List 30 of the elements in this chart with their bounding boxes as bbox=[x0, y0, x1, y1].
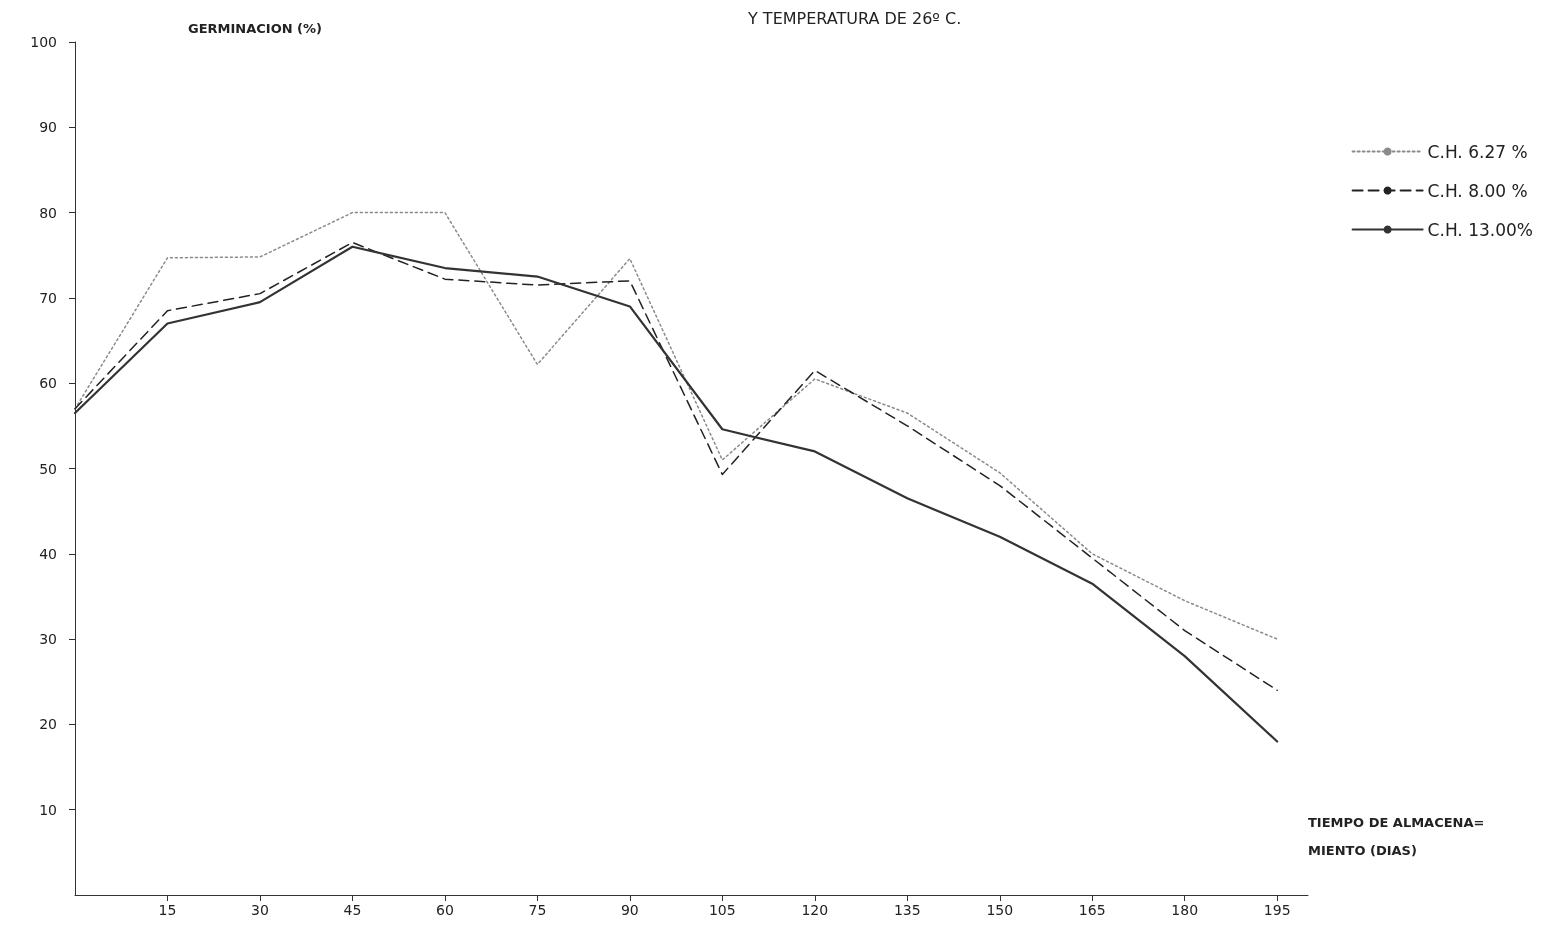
x-tick-label: 30 bbox=[251, 902, 269, 918]
legend-label: C.H. 6.27 % bbox=[1427, 141, 1528, 162]
x-tick-label: 105 bbox=[708, 902, 736, 918]
chart-title: Y TEMPERATURA DE 26º C. bbox=[747, 8, 962, 28]
y-axis-title: GERMINACION (%) bbox=[188, 21, 323, 36]
legend-label: C.H. 8.00 % bbox=[1427, 180, 1528, 201]
y-tick-label: 80 bbox=[39, 204, 57, 221]
x-tick-label: 45 bbox=[343, 902, 362, 918]
y-tick-label: 50 bbox=[39, 460, 57, 477]
x-tick-label: 135 bbox=[893, 902, 921, 918]
y-tick-label: 40 bbox=[39, 545, 57, 562]
y-tick-label: 30 bbox=[39, 631, 57, 648]
x-tick-label: 180 bbox=[1171, 902, 1199, 918]
legend-label: C.H. 13.00% bbox=[1427, 219, 1533, 240]
y-tick-label: 100 bbox=[30, 34, 57, 50]
line-series bbox=[74, 211, 1278, 640]
y-tick-label: 90 bbox=[39, 119, 57, 136]
x-tick-label: 15 bbox=[158, 902, 177, 918]
y-tick-label: 70 bbox=[39, 289, 57, 306]
x-axis-title: TIEMPO DE ALMACENA= MIENTO (DIAS) bbox=[1308, 814, 1489, 858]
x-tick-label: 165 bbox=[1078, 902, 1106, 918]
y-tick-label: 20 bbox=[39, 716, 57, 733]
x-tick-label: 120 bbox=[801, 902, 829, 918]
x-tick-label: 150 bbox=[986, 902, 1014, 918]
y-tick-label: 60 bbox=[39, 375, 57, 392]
x-tick-label: 60 bbox=[435, 902, 454, 918]
x-tick-label: 75 bbox=[528, 902, 547, 918]
x-tick-label: 90 bbox=[620, 902, 639, 918]
y-tick-label: 10 bbox=[39, 801, 57, 818]
x-tick-label: 195 bbox=[1263, 902, 1291, 918]
